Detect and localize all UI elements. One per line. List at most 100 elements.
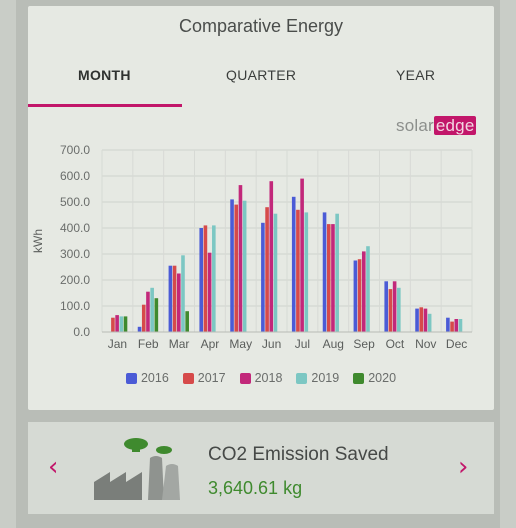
x-tick-label: Mar (169, 337, 190, 351)
bar-2018-Mar (176, 273, 181, 332)
bar-2016-Oct (384, 281, 389, 332)
bar-2016-Dec (446, 317, 450, 332)
factory-icon (94, 438, 180, 500)
legend-item[interactable]: 2019 (296, 371, 339, 385)
bar-2018-Nov (423, 308, 428, 332)
bar-2016-Feb (137, 326, 142, 332)
solaredge-logo: solar edge (396, 116, 477, 136)
legend-swatch (296, 372, 308, 384)
y-tick-label: 500.0 (60, 195, 90, 209)
bar-2019-Apr (212, 225, 216, 332)
bar-2016-Jun (261, 222, 265, 332)
bar-2019-Dec (458, 319, 463, 332)
tab-month[interactable]: MONTH (78, 67, 131, 83)
bar-2018-Jan (115, 315, 119, 332)
bar-2019-Nov (427, 313, 432, 332)
x-tick-label: Nov (415, 337, 436, 351)
bar-2017-Jun (265, 207, 269, 332)
bar-2016-Nov (415, 308, 419, 332)
legend-swatch (125, 372, 137, 384)
x-tick-label: Jul (295, 337, 310, 351)
card-title: Comparative Energy (178, 16, 344, 36)
chart-legend: 2016 2017 2018 2019 2020 (28, 371, 494, 385)
chevron-right-icon[interactable]: › (458, 452, 469, 482)
bar-2017-Oct (388, 289, 393, 332)
bar-2016-Mar (168, 265, 173, 332)
bar-2018-Sep (361, 251, 366, 332)
legend-swatch (182, 372, 194, 384)
x-tick-label: Feb (138, 337, 159, 351)
bar-2017-Jan (111, 317, 115, 332)
y-tick-label: 300.0 (60, 247, 90, 261)
bar-2017-Nov (419, 307, 424, 332)
bar-2019-Jan (119, 316, 124, 332)
legend-item[interactable]: 2018 (239, 371, 283, 385)
co2-value: 3,640.61 kg (208, 478, 303, 498)
logo-text-main: solar (396, 116, 434, 135)
co2-title: CO2 Emission Saved (208, 444, 389, 465)
y-tick-label: 400.0 (60, 221, 90, 235)
legend-item[interactable]: 2020 (353, 371, 396, 385)
bar-2018-May (238, 185, 243, 332)
chevron-left-icon[interactable]: ‹ (48, 452, 59, 482)
bar-2016-Jul (291, 196, 296, 332)
y-tick-label: 100.0 (60, 299, 90, 313)
bar-2017-Feb (141, 304, 146, 332)
bar-2018-Oct (392, 281, 397, 332)
tab-quarter[interactable]: QUARTER (226, 67, 297, 83)
comparative-energy-card: Comparative Energy MONTH QUARTER YEAR so… (28, 6, 494, 410)
legend-label: 2019 (311, 371, 340, 385)
legend-label: 2018 (254, 371, 283, 385)
bar-2016-Apr (199, 228, 204, 332)
bar-2019-Sep (366, 246, 370, 332)
bar-2017-Sep (357, 259, 362, 332)
bar-2016-Sep (353, 260, 358, 332)
bar-2017-Jul (296, 209, 300, 332)
bar-2018-Aug (331, 224, 335, 332)
legend-item[interactable]: 2017 (182, 371, 226, 385)
tab-year[interactable]: YEAR (396, 67, 436, 83)
legend-swatch (239, 372, 251, 384)
bar-2019-Jun (273, 213, 278, 332)
x-tick-label: Sep (353, 337, 375, 351)
active-tab-indicator (28, 104, 182, 107)
energy-bar-chart: 0.0 100.0 200.0 300.0 400.0 500.0 600.0 700.0 kW… (31, 143, 473, 351)
co2-panel: ‹ CO2 Emission Saved 3,640.61 kg › (28, 422, 494, 514)
bar-2017-May (234, 204, 239, 332)
bar-2020-Feb (154, 298, 159, 332)
legend-item[interactable]: 2016 (125, 371, 169, 385)
y-tick-label: 200.0 (60, 273, 90, 287)
x-tick-label: Oct (386, 337, 405, 351)
bar-2019-Mar (181, 255, 185, 332)
bar-2020-Mar (185, 311, 189, 332)
legend-label: 2017 (197, 371, 226, 385)
x-tick-label: Jun (262, 337, 281, 351)
logo-text-accent: edge (433, 116, 477, 135)
bar-2017-Dec (450, 321, 454, 332)
x-tick-label: Aug (323, 337, 344, 351)
bar-2017-Apr (203, 225, 208, 332)
legend-label: 2020 (368, 371, 397, 385)
bar-2019-Oct (397, 287, 401, 332)
bar-2016-May (230, 199, 234, 332)
bar-2018-Dec (454, 319, 459, 332)
x-tick-label: Dec (446, 337, 467, 351)
y-axis-label: kWh (31, 229, 45, 253)
bar-2019-May (242, 200, 247, 332)
period-tabs: MONTH QUARTER YEAR (28, 54, 494, 108)
x-tick-label: Jan (108, 337, 127, 351)
bar-2019-Feb (150, 287, 154, 332)
y-tick-label: 600.0 (60, 169, 90, 183)
x-tick-label: May (229, 337, 252, 351)
legend-swatch (353, 372, 365, 384)
bar-2018-Feb (146, 291, 150, 332)
bar-2016-Aug (322, 212, 327, 332)
bar-2017-Aug (326, 224, 331, 332)
bar-2018-Jun (269, 181, 274, 332)
x-tick-label: Apr (201, 337, 220, 351)
y-tick-label: 0.0 (73, 325, 90, 339)
y-tick-label: 700.0 (60, 143, 90, 157)
legend-label: 2016 (140, 371, 169, 385)
bar-2020-Jan (123, 316, 128, 332)
bar-2019-Jul (304, 212, 309, 332)
